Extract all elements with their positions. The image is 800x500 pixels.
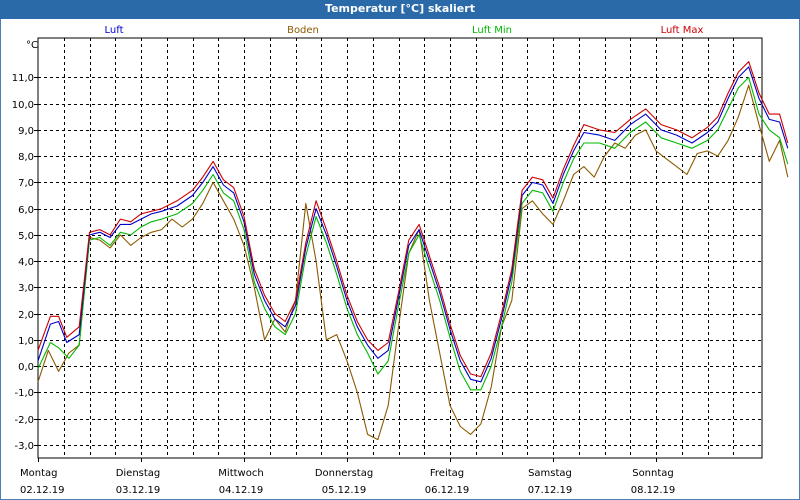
y-tick-label: -2,0 bbox=[14, 415, 34, 426]
series-lines bbox=[37, 61, 789, 441]
x-date-label: 05.12.19 bbox=[322, 485, 367, 496]
x-axis: Montag 02.12.19 Dienstag 03.12.19 Mittwoch 04… bbox=[20, 458, 675, 496]
y-tick-label: 1,0 bbox=[18, 336, 34, 347]
y-tick-label: 10,0 bbox=[12, 100, 34, 111]
legend-entry: Boden bbox=[287, 25, 319, 36]
x-day-label: Mittwoch bbox=[218, 468, 263, 479]
x-date-label: 03.12.19 bbox=[116, 485, 161, 496]
y-tick-label: 2,0 bbox=[18, 310, 34, 321]
y-tick-label: 9,0 bbox=[18, 126, 34, 137]
grid bbox=[37, 37, 763, 459]
y-tick-label: 3,0 bbox=[18, 283, 34, 294]
y-tick-label: -1,0 bbox=[14, 388, 34, 399]
chart-title: Temperatur [°C] skaliert bbox=[0, 0, 800, 19]
y-tick-label: 6,0 bbox=[18, 205, 34, 216]
y-tick-label: -3,0 bbox=[14, 441, 34, 452]
x-day-label: Sonntag bbox=[632, 468, 674, 479]
series-line-luft-min bbox=[37, 76, 789, 391]
y-axis: 11,0 10,0 9,0 8,0 7,0 6,0 5,0 4,0 3,0 2,0 1,0 0,0 -1… bbox=[12, 73, 38, 452]
y-tick-label: 4,0 bbox=[18, 257, 34, 268]
series-line-boden bbox=[37, 84, 789, 441]
series-line-luft-max bbox=[37, 61, 789, 378]
x-day-label: Donnerstag bbox=[315, 468, 373, 479]
legend-entry: Luft Min bbox=[472, 25, 512, 36]
x-date-label: 04.12.19 bbox=[219, 485, 264, 496]
legend-entry: Luft Max bbox=[661, 25, 704, 36]
x-day-label: Dienstag bbox=[116, 468, 161, 479]
y-tick-label: 11,0 bbox=[12, 73, 34, 84]
x-date-label: 02.12.19 bbox=[20, 485, 65, 496]
y-tick-label: 8,0 bbox=[18, 152, 34, 163]
x-day-label: Samstag bbox=[528, 468, 572, 479]
y-axis-label: °C bbox=[26, 40, 38, 51]
x-day-label: Freitag bbox=[430, 468, 464, 479]
legend-entry: Luft bbox=[105, 25, 124, 36]
x-day-label: Montag bbox=[20, 468, 57, 479]
x-date-label: 07.12.19 bbox=[528, 485, 573, 496]
y-tick-label: 5,0 bbox=[18, 231, 34, 242]
x-date-label: 08.12.19 bbox=[631, 485, 676, 496]
legend: Luft Boden Luft Min Luft Max bbox=[105, 25, 704, 36]
series-line-luft bbox=[37, 66, 789, 383]
x-date-label: 06.12.19 bbox=[425, 485, 470, 496]
y-tick-label: 7,0 bbox=[18, 178, 34, 189]
y-tick-label: 0,0 bbox=[18, 362, 34, 373]
